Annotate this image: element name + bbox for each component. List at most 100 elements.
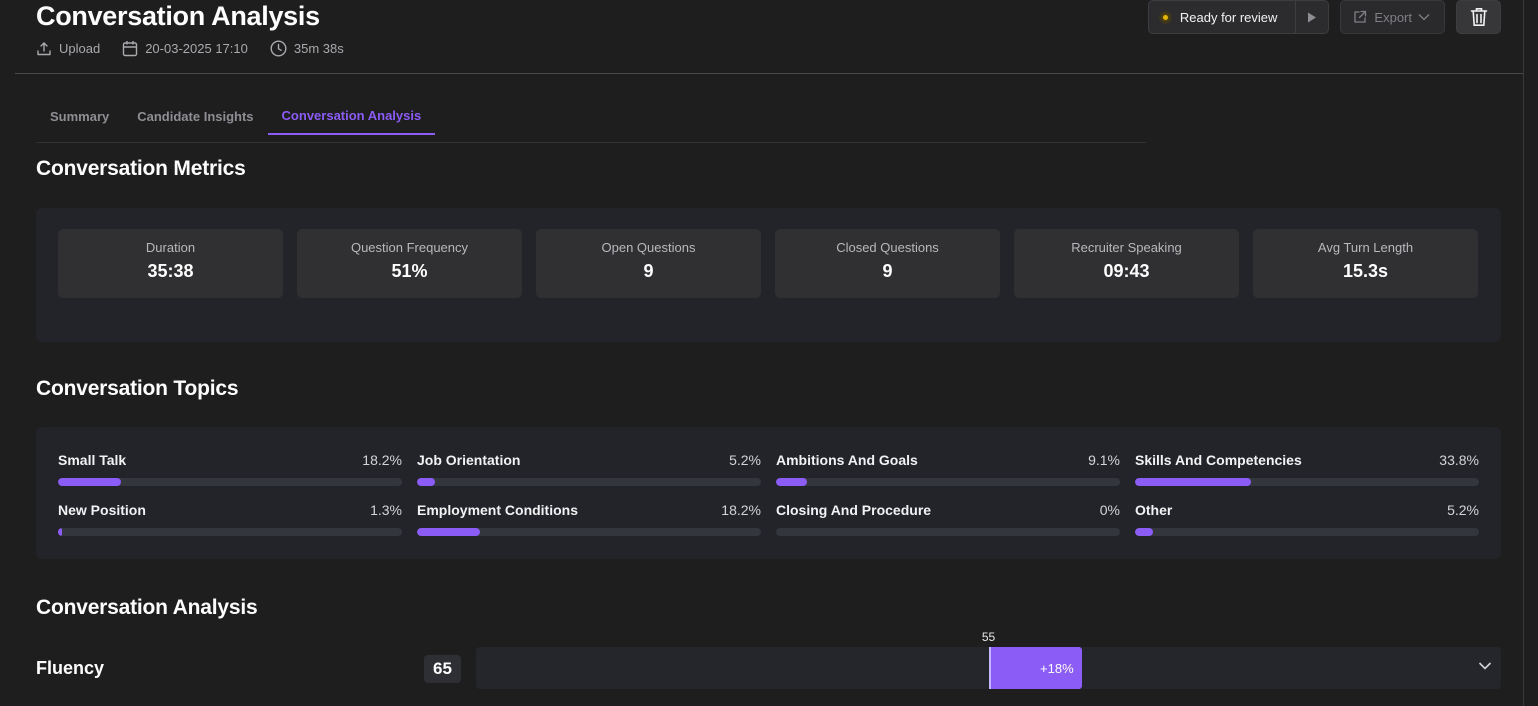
tab-summary[interactable]: Summary <box>50 109 110 124</box>
external-link-icon <box>1354 10 1367 23</box>
metric-value: 09:43 <box>1103 261 1150 281</box>
calendar-icon <box>123 41 138 57</box>
metric-label: Closed Questions <box>836 240 939 255</box>
topic-progress-track <box>417 478 761 486</box>
topic-name: Other <box>1135 502 1173 518</box>
tab-conversation-analysis[interactable]: Conversation Analysis <box>267 98 436 135</box>
topic-progress-track <box>58 528 402 536</box>
topics-grid: Small Talk 18.2% Job Orientation 5.2% Ambi… <box>58 452 1479 536</box>
chevron-down-icon[interactable] <box>1478 661 1492 671</box>
chevron-down-icon <box>1418 14 1430 21</box>
metric-label: Question Frequency <box>350 240 469 255</box>
tab-candidate-insights[interactable]: Candidate Insights <box>137 109 254 124</box>
metric-avg-turn-length: Avg Turn Length 15.3s <box>1253 229 1478 298</box>
metric-value: 35:38 <box>147 261 194 281</box>
topic-closing-and-procedure: Closing And Procedure 0% <box>776 502 1120 536</box>
topic-progress-track <box>776 528 1120 536</box>
topic-progress-fill <box>417 528 480 536</box>
topic-percent: 5.2% <box>1447 502 1479 518</box>
topic-name: Job Orientation <box>417 452 521 468</box>
export-button[interactable]: Export <box>1340 0 1445 34</box>
analysis-section-title: Conversation Analysis <box>36 596 258 619</box>
fluency-delta-label: +18% <box>1040 660 1074 676</box>
meta-source-label: Upload <box>59 41 101 56</box>
metrics-panel: Duration 35:38 Question Frequency 51% Op… <box>36 208 1501 342</box>
upload-icon <box>37 41 51 55</box>
export-label: Export <box>1374 9 1412 25</box>
fluency-benchmark-label: 55 <box>981 630 996 644</box>
topic-percent: 33.8% <box>1439 452 1479 468</box>
metric-recruiter-speaking: Recruiter Speaking 09:43 <box>1014 229 1239 298</box>
status-advance-button[interactable] <box>1296 1 1328 33</box>
topic-percent: 5.2% <box>729 452 761 468</box>
topic-progress-track <box>1135 528 1479 536</box>
metric-value: 9 <box>643 261 654 281</box>
fluency-benchmark-marker <box>988 647 991 689</box>
topic-employment-conditions: Employment Conditions 18.2% <box>417 502 761 536</box>
topic-new-position: New Position 1.3% <box>58 502 402 536</box>
status-button[interactable]: Ready for review <box>1149 1 1297 33</box>
fluency-label: Fluency <box>36 658 105 678</box>
metric-value: 51% <box>391 261 428 281</box>
tab-bar: Summary Candidate Insights Conversation … <box>36 98 1146 143</box>
topic-percent: 18.2% <box>721 502 761 518</box>
topic-progress-track <box>417 528 761 536</box>
topic-progress-track <box>776 478 1120 486</box>
topic-small-talk: Small Talk 18.2% <box>58 452 402 486</box>
status-dot-icon <box>1160 12 1170 22</box>
metric-closed-questions: Closed Questions 9 <box>775 229 1000 298</box>
trash-icon <box>1470 8 1487 26</box>
header-actions: Ready for review Export <box>1147 0 1501 34</box>
topic-name: Skills And Competencies <box>1135 452 1302 468</box>
clock-icon <box>270 40 287 57</box>
status-label: Ready for review <box>1179 9 1278 25</box>
topic-name: Small Talk <box>58 452 127 468</box>
topic-ambitions-and-goals: Ambitions And Goals 9.1% <box>776 452 1120 486</box>
meta-datetime: 20-03-2025 17:10 <box>122 40 248 57</box>
meta-duration-label: 35m 38s <box>293 41 344 56</box>
topic-name: Closing And Procedure <box>776 502 932 518</box>
metrics-section-title: Conversation Metrics <box>36 157 246 180</box>
metric-label: Avg Turn Length <box>1317 240 1414 255</box>
metric-duration: Duration 35:38 <box>58 229 283 298</box>
scrollbar[interactable] <box>1523 0 1538 706</box>
meta-duration: 35m 38s <box>270 40 344 57</box>
topic-percent: 9.1% <box>1088 452 1120 468</box>
topic-other: Other 5.2% <box>1135 502 1479 536</box>
conversation-meta: Upload 20-03-2025 17:10 35m 38s <box>36 40 366 57</box>
fluency-score-badge: 65 <box>424 655 461 683</box>
fluency-row[interactable]: +18% <box>476 647 1501 689</box>
status-control: Ready for review <box>1147 0 1330 34</box>
metric-open-questions: Open Questions 9 <box>536 229 761 298</box>
fluency-delta-bar: +18% <box>988 647 1082 689</box>
topic-name: New Position <box>58 502 146 518</box>
meta-source: Upload <box>36 41 100 57</box>
topic-skills-and-competencies: Skills And Competencies 33.8% <box>1135 452 1479 486</box>
topic-progress-fill <box>58 478 121 486</box>
metric-label: Recruiter Speaking <box>1071 240 1182 255</box>
topic-percent: 0% <box>1099 502 1120 518</box>
metric-label: Duration <box>145 240 196 255</box>
topic-name: Employment Conditions <box>417 502 578 518</box>
metric-value: 15.3s <box>1342 261 1389 281</box>
meta-datetime-label: 20-03-2025 17:10 <box>145 41 248 56</box>
page-title: Conversation Analysis <box>36 1 320 31</box>
header-divider <box>15 73 1523 74</box>
topics-panel: Small Talk 18.2% Job Orientation 5.2% Ambi… <box>36 427 1501 559</box>
topic-percent: 1.3% <box>370 502 402 518</box>
metric-value: 9 <box>882 261 893 281</box>
metrics-row: Duration 35:38 Question Frequency 51% Op… <box>58 229 1478 298</box>
topic-progress-fill <box>1135 528 1153 536</box>
delete-button[interactable] <box>1456 0 1501 34</box>
topic-progress-track <box>58 478 402 486</box>
topic-progress-fill <box>417 478 435 486</box>
topic-percent: 18.2% <box>362 452 402 468</box>
metric-question-frequency: Question Frequency 51% <box>297 229 522 298</box>
topic-progress-fill <box>58 528 63 536</box>
topic-progress-fill <box>776 478 808 486</box>
play-icon <box>1308 12 1317 22</box>
topic-progress-track <box>1135 478 1479 486</box>
topic-name: Ambitions And Goals <box>776 452 918 468</box>
metric-label: Open Questions <box>601 240 696 255</box>
